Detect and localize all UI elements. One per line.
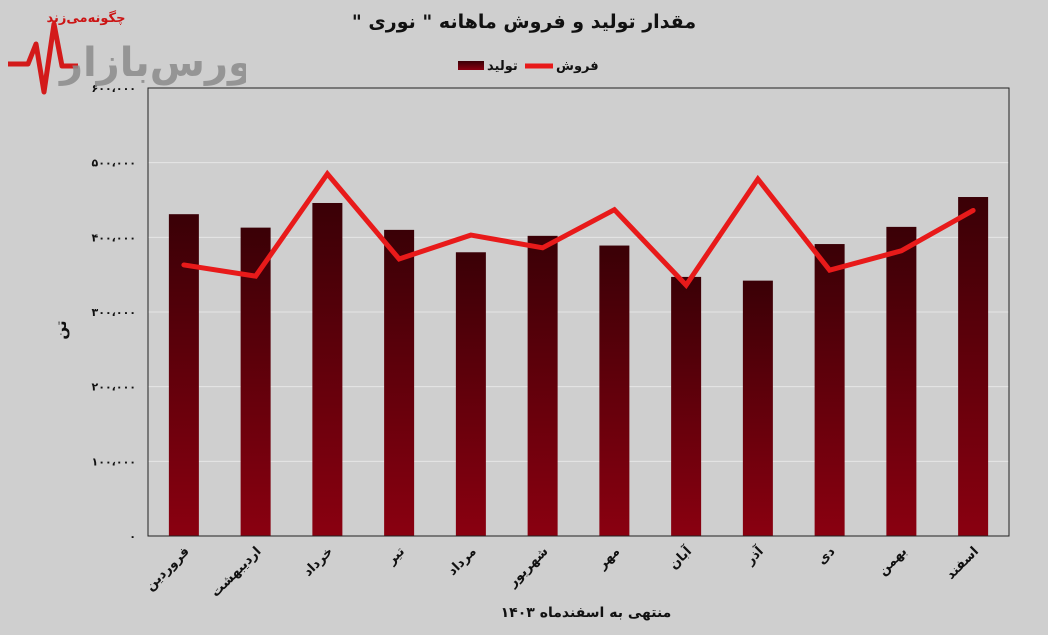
bar-production <box>671 276 702 536</box>
point-sales <box>684 283 688 287</box>
y-axis-label: تن <box>52 320 70 339</box>
point-sales <box>828 268 832 272</box>
point-sales <box>325 172 329 176</box>
legend-label-sales: فروش <box>556 59 599 74</box>
plot-area-border <box>147 87 1010 537</box>
line-sales <box>181 169 976 290</box>
legend: تولید فروش <box>458 59 599 74</box>
y-axis: ۰ ۱۰۰،۰۰۰ ۲۰۰،۰۰۰ ۳۰۰،۰۰۰ ۴۰۰،۰۰۰ ۵۰۰،۰۰۰ ۶۰۰،… <box>92 82 136 543</box>
bar-production <box>886 226 917 536</box>
x-tick-label: بهمن <box>876 544 911 579</box>
point-sales <box>254 274 258 278</box>
y-tick-label: ۶۰۰،۰۰۰ <box>92 82 136 95</box>
x-tick-label: خرداد <box>301 544 337 580</box>
point-sales <box>397 257 401 261</box>
y-tick-label: ۳۰۰،۰۰۰ <box>92 306 136 319</box>
point-sales <box>469 233 473 237</box>
chart-title: مقدار تولید و فروش ماهانه " نوری " <box>352 11 696 33</box>
x-tick-label: اردیبهشت <box>208 544 264 600</box>
point-sales <box>612 208 616 212</box>
bar-production <box>455 252 486 536</box>
bars <box>168 197 989 537</box>
y-tick-label: ۰ <box>129 530 136 543</box>
point-sales <box>971 208 975 212</box>
point-sales <box>756 177 760 181</box>
logo-tagline: چگونه‌می‌زند <box>47 10 126 26</box>
legend-swatch-production <box>458 61 484 70</box>
bar-production <box>168 214 199 537</box>
logo-pulse-icon <box>8 21 78 95</box>
y-tick-label: ۲۰۰،۰۰۰ <box>92 381 136 394</box>
gridlines <box>148 87 1009 462</box>
bar-production <box>742 280 773 536</box>
x-tick-label: شهریور <box>505 544 552 591</box>
brand-logo: چگونه‌می‌زند بورس‌بازار <box>8 10 246 95</box>
x-tick-label: اسفند <box>943 544 981 582</box>
bar-production <box>599 245 630 536</box>
x-tick-label: مهر <box>594 544 623 573</box>
y-tick-label: ۵۰۰،۰۰۰ <box>92 157 136 170</box>
x-tick-label: آبان <box>665 542 695 572</box>
x-tick-label: آذر <box>741 542 767 568</box>
bar-production <box>240 227 271 537</box>
y-tick-label: ۴۰۰،۰۰۰ <box>92 231 136 244</box>
x-tick-label: فروردین <box>143 544 193 594</box>
point-sales <box>899 249 903 253</box>
sales-line <box>181 169 976 290</box>
point-sales <box>541 246 545 250</box>
bar-production <box>814 244 845 536</box>
bar-production <box>527 235 558 536</box>
x-axis: فروردین اردیبهشت خرداد تیر مرداد شهریور مهر آبا… <box>143 542 982 600</box>
bar-production <box>312 202 343 536</box>
logo-brand: بورس‌بازار <box>58 40 246 86</box>
x-tick-label: تیر <box>384 544 408 568</box>
y-tick-label: ۱۰۰،۰۰۰ <box>92 455 136 468</box>
legend-label-production: تولید <box>487 59 518 74</box>
x-tick-label: دی <box>815 544 839 568</box>
x-tick-label: مرداد <box>445 544 480 579</box>
point-sales <box>182 263 186 267</box>
bar-production <box>958 197 989 536</box>
bar-production <box>384 229 415 536</box>
x-axis-label: منتهی به اسفندماه ۱۴۰۳ <box>501 605 672 621</box>
